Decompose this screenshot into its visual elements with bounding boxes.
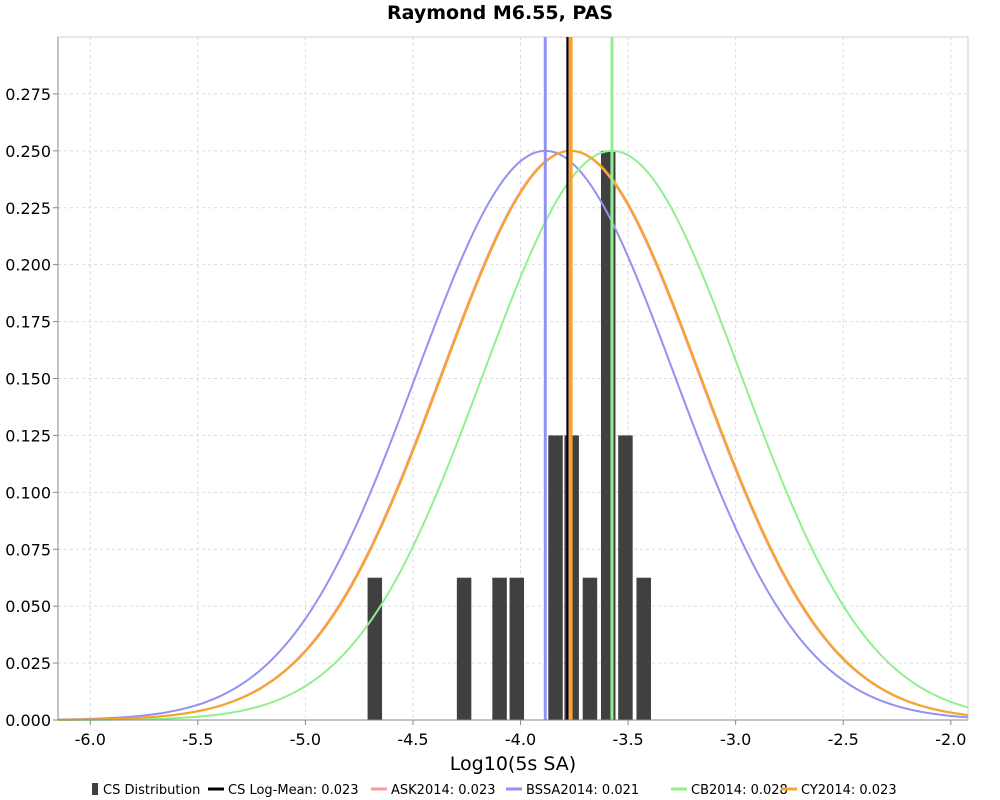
legend-swatch [92, 783, 98, 795]
legend-label: CS Log-Mean: 0.023 [228, 783, 359, 798]
legend-label: ASK2014: 0.023 [391, 783, 495, 798]
x-tick-label: -5.5 [182, 730, 213, 749]
y-tick-label: 0.225 [5, 199, 51, 218]
x-tick-label: -2.5 [828, 730, 859, 749]
x-tick-label: -5.0 [290, 730, 321, 749]
curve-cy2014 [57, 149, 969, 721]
y-tick-label: 0.125 [5, 426, 51, 445]
x-tick-label: -4.0 [505, 730, 536, 749]
grid [58, 37, 968, 720]
x-tick-label: -2.0 [935, 730, 966, 749]
histogram-bar [636, 577, 651, 720]
y-tick-label: 0.075 [5, 540, 51, 559]
x-tick-label: -4.5 [397, 730, 428, 749]
y-tick-label: 0.275 [5, 85, 51, 104]
histogram-bar [492, 577, 507, 720]
curve-bssa2014 [57, 149, 969, 721]
y-tick-label: 0.000 [5, 711, 51, 730]
curve-cb2014 [58, 149, 969, 721]
histogram-bar [548, 435, 563, 720]
y-tick-label: 0.150 [5, 370, 51, 389]
legend-label: BSSA2014: 0.021 [526, 783, 639, 798]
legend-label: CY2014: 0.023 [801, 783, 897, 798]
y-tick-label: 0.175 [5, 313, 51, 332]
chart-title: Raymond M6.55, PAS [386, 2, 614, 24]
legend: CS Distribution CS Log-Mean: 0.023 ASK2014… [92, 783, 897, 798]
histogram-bar [582, 577, 598, 720]
y-tick-label: 0.250 [5, 142, 51, 161]
histogram-bar [367, 577, 383, 720]
distribution-curves [57, 149, 969, 721]
x-tick-label: -3.5 [612, 730, 643, 749]
histogram-bar [509, 577, 525, 720]
y-tick-label: 0.200 [5, 256, 51, 275]
y-tick-label: 0.100 [5, 483, 51, 502]
mean-lines [543, 37, 614, 720]
histogram-bar [456, 577, 472, 720]
x-tick-label: -3.0 [720, 730, 751, 749]
axes: -6.0 -5.5 -5.0 -4.5 -4.0 -3.5 -3.0 -2.5 -2.0 0.00… [5, 37, 968, 749]
y-tick-label: 0.050 [5, 597, 51, 616]
x-axis-label: Log10(5s SA) [450, 753, 576, 775]
x-tick-label: -6.0 [75, 730, 106, 749]
legend-label: CB2014: 0.028 [691, 783, 788, 798]
y-tick-label: 0.025 [5, 654, 51, 673]
legend-label: CS Distribution [103, 783, 200, 798]
histogram-bar [618, 435, 633, 720]
